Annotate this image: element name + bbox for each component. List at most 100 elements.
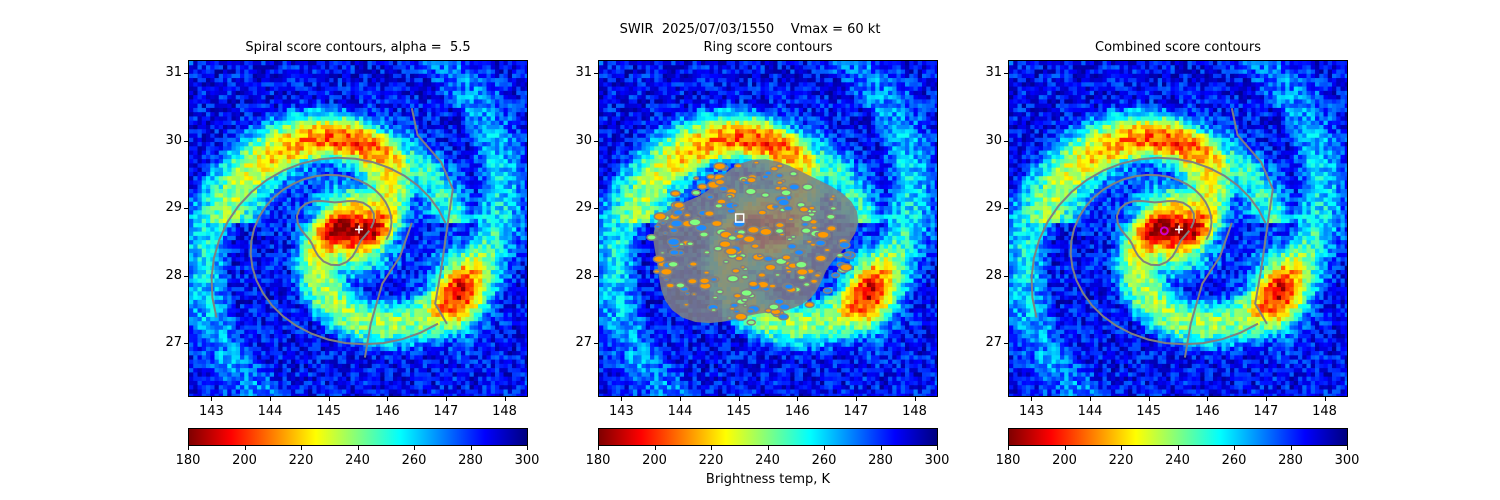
x-tick-label: 148	[492, 404, 517, 419]
x-tick-label: 145	[316, 404, 342, 419]
y-tick-label: 27	[575, 335, 592, 351]
ring-contour-loop	[731, 267, 741, 274]
ring-contour-loop	[775, 163, 784, 169]
ring-contour-loop	[773, 297, 785, 306]
y-tick-label: 30	[165, 132, 182, 148]
ring-contour-loop	[757, 272, 767, 279]
panel-2-title: Ring score contours	[703, 40, 833, 55]
ring-contour-loop	[822, 287, 833, 294]
ring-contour-loop	[786, 242, 798, 250]
y-tick-label: 28	[985, 267, 1002, 283]
x-tick-label: 147	[843, 404, 869, 419]
ring-contour-loop	[744, 187, 757, 196]
colorbar-tick-mark	[188, 446, 189, 450]
ring-contour-loop	[740, 297, 749, 303]
y-tick-mark	[1004, 140, 1008, 142]
x-tick-mark	[1324, 397, 1326, 401]
x-tick-mark	[387, 397, 389, 401]
ring-contour-loop	[698, 277, 711, 285]
ring-contour-loop	[740, 288, 753, 298]
ring-contour-loop	[703, 209, 715, 218]
panel-2-colorbar	[598, 428, 938, 446]
colorbar-tick-mark	[357, 446, 359, 450]
ring-contour-loop	[746, 176, 757, 184]
y-tick-mark	[1004, 208, 1008, 210]
x-tick-mark	[680, 397, 682, 401]
ring-contour-loop	[795, 267, 809, 277]
x-tick-mark	[270, 397, 272, 401]
colorbar-tick-label: 240	[345, 453, 370, 468]
y-tick-mark	[184, 343, 188, 345]
ring-contour-loop	[713, 162, 727, 171]
x-tick-mark	[1031, 397, 1033, 401]
ring-contour-loop	[788, 183, 801, 191]
ring-contour-loop	[810, 225, 818, 231]
x-tick-mark	[855, 397, 857, 401]
ring-contour-loop	[781, 254, 792, 261]
ring-contour-loop	[800, 214, 813, 223]
colorbar-tick-mark	[598, 446, 599, 450]
ring-contour-loop	[714, 202, 724, 209]
ring-contour-loop	[775, 172, 784, 179]
ring-contour-loop	[709, 276, 718, 283]
ring-contour-loop	[760, 191, 771, 199]
ring-contour-loop	[780, 189, 792, 197]
panel-2-contours	[646, 159, 859, 326]
y-tick-mark	[184, 73, 188, 75]
ring-contour-loop	[726, 194, 733, 199]
ring-contour-loop	[814, 254, 828, 263]
ring-contour-loop	[646, 233, 657, 241]
ring-contour-loop	[686, 277, 698, 285]
ring-contour-loop	[688, 218, 702, 227]
heatmap-cells	[1009, 61, 1347, 396]
contour-line	[1069, 173, 1259, 346]
x-tick-label: 148	[1312, 404, 1337, 419]
ring-contour-loop	[783, 283, 794, 290]
y-tick-mark	[594, 343, 598, 345]
ring-contour-loop	[757, 209, 768, 216]
ring-contour-loop	[670, 190, 681, 197]
ring-contour-loop	[759, 227, 773, 237]
ring-contour-loop	[771, 257, 778, 262]
colorbar-tick-label: 260	[811, 453, 837, 468]
x-tick-label: 148	[902, 404, 927, 419]
ring-contour-loop	[726, 315, 733, 321]
ring-contour-loop	[710, 307, 717, 313]
colorbar-tick-mark	[937, 446, 938, 450]
ring-contour-loop	[706, 173, 716, 180]
ring-contour-loop	[771, 204, 780, 210]
x-tick-label: 145	[1136, 404, 1162, 419]
panel-3-heatmap	[1009, 61, 1347, 396]
colorbar-tick-label: 260	[401, 453, 427, 468]
x-tick-mark	[328, 397, 330, 401]
ring-contour-loop	[798, 205, 810, 213]
ring-contour-loop	[672, 208, 684, 217]
colorbar-tick-label: 260	[1221, 453, 1247, 468]
ring-contour-loop	[785, 269, 793, 274]
colorbar-tick-label: 180	[995, 453, 1021, 468]
y-tick-label: 31	[575, 65, 592, 81]
ring-contour-loop	[746, 319, 757, 326]
ring-contour-loop	[830, 194, 837, 199]
ring-contour-loop	[747, 280, 759, 288]
colorbar-tick-label: 200	[1052, 453, 1077, 468]
panel-3-colorbar	[1008, 428, 1348, 446]
ring-contour-loop	[715, 289, 724, 295]
panel-3-title: Combined score contours	[1095, 40, 1261, 55]
y-tick-mark	[184, 140, 188, 142]
ring-contour-loop	[742, 303, 749, 308]
ring-contour-loop	[652, 254, 666, 264]
center-cross-marker	[355, 225, 363, 234]
ring-contour-loop	[654, 224, 661, 230]
ring-contour-loop	[746, 308, 755, 315]
colorbar-tick-label: 280	[868, 453, 893, 468]
ring-contour-loop	[831, 272, 841, 279]
ring-contour-loop	[669, 227, 679, 234]
ring-contour-loop	[804, 301, 815, 309]
combined-center-circle-marker	[1159, 226, 1169, 236]
x-tick-label: 147	[1253, 404, 1279, 419]
ring-contour-loop	[777, 198, 791, 207]
ring-contour-loop	[768, 283, 777, 289]
x-tick-label: 146	[374, 404, 400, 419]
ring-contour-loop	[686, 241, 695, 247]
